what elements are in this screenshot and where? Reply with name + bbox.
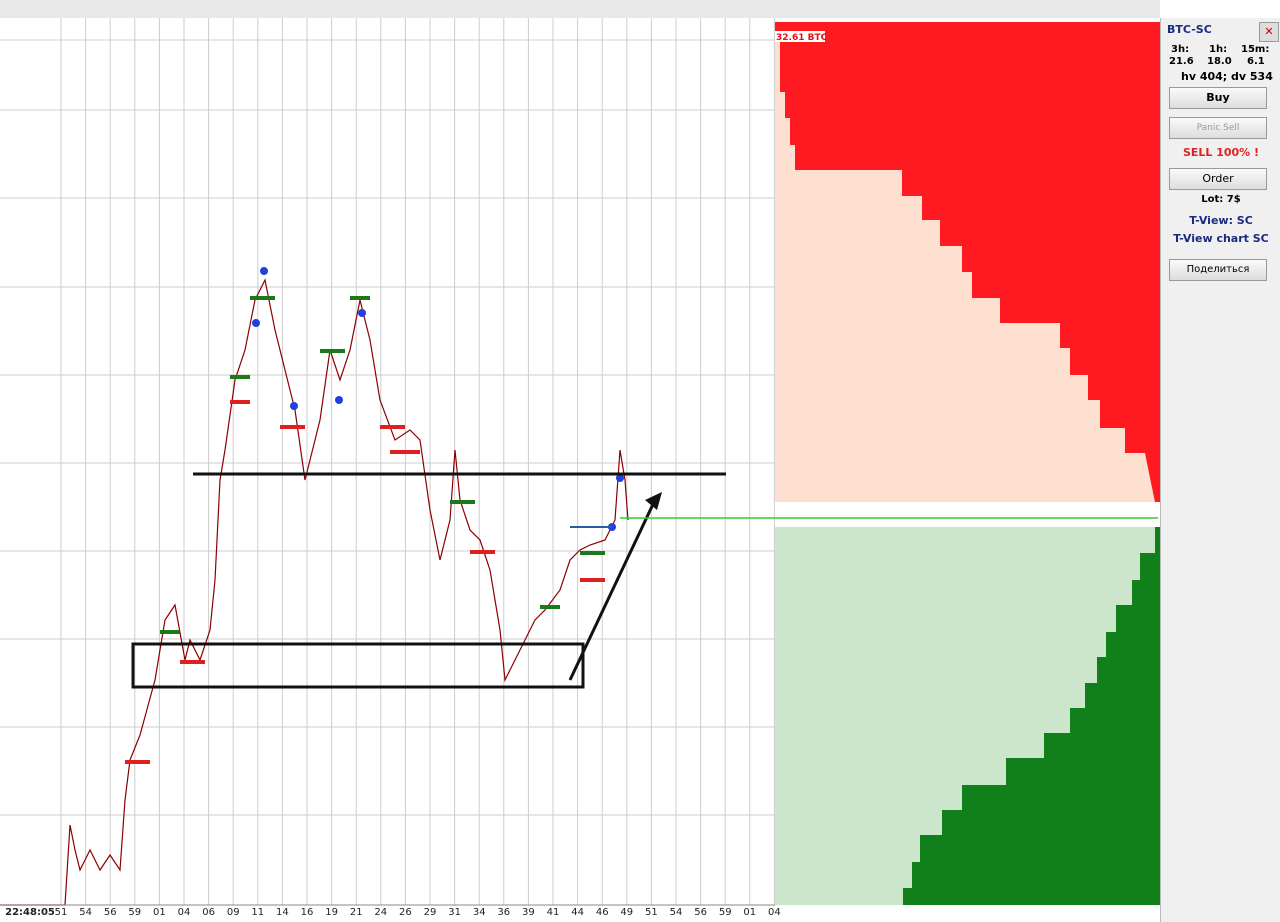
x-tick-label: 01	[153, 907, 166, 918]
arrow-head	[645, 492, 662, 510]
buy-button[interactable]: Buy	[1169, 87, 1267, 109]
x-tick-label: 49	[620, 907, 633, 918]
x-tick-label: 21	[350, 907, 363, 918]
x-tick-label: 26	[399, 907, 412, 918]
panic-sell-button[interactable]: Panic Sell	[1169, 117, 1267, 139]
drawn-arrow	[568, 499, 657, 681]
grid	[60, 18, 775, 905]
close-button[interactable]: ✕	[1259, 22, 1279, 42]
period: 3h:	[1171, 44, 1190, 55]
x-tick-label: 46	[596, 907, 609, 918]
price-line	[0, 278, 629, 906]
drawn-box	[131, 642, 585, 689]
x-tick-label: 16	[301, 907, 314, 918]
x-tick-label: 29	[424, 907, 437, 918]
period: 15m:	[1241, 44, 1270, 55]
x-tick-label: 56	[104, 907, 117, 918]
trade-marks	[160, 296, 605, 634]
x-tick-label: 56	[694, 907, 707, 918]
share-button[interactable]: Поделиться	[1169, 259, 1267, 281]
x-tick-label: 04	[178, 907, 191, 918]
symbol: BTC-SC	[1167, 23, 1212, 36]
trade-marks	[252, 267, 624, 531]
change: 21.6	[1169, 56, 1194, 67]
x-tick-label: 22:48:05	[5, 907, 55, 918]
period: 1h:	[1209, 44, 1228, 55]
trade-marks	[125, 400, 605, 764]
x-tick-label: 59	[719, 907, 732, 918]
x-tick-label: 24	[374, 907, 387, 918]
x-tick-label: 11	[251, 907, 264, 918]
tview-link[interactable]: T-View: SC	[1189, 214, 1253, 227]
x-tick-label: 14	[276, 907, 289, 918]
book-volume: 32.61 BTC	[776, 33, 828, 43]
ask-depth	[775, 22, 1160, 502]
x-tick-label: 19	[325, 907, 338, 918]
x-tick-label: 39	[522, 907, 535, 918]
sell-alert: SELL 100% !	[1182, 146, 1260, 159]
volume-info: hv 404; dv 534	[1181, 70, 1273, 83]
x-tick-label: 04	[768, 907, 781, 918]
change: 18.0	[1207, 56, 1232, 67]
x-tick-label: 09	[227, 907, 240, 918]
x-tick-label: 44	[571, 907, 584, 918]
x-tick-label: 54	[670, 907, 683, 918]
x-tick-label: 59	[128, 907, 141, 918]
x-tick-label: 54	[79, 907, 92, 918]
x-tick-label: 51	[55, 907, 68, 918]
chart-area: 22:48:05 51 54 56 59 01 04 06 09 11 14 16 19 21 24 26 29…	[0, 0, 1160, 918]
x-tick-label: 36	[497, 907, 510, 918]
x-tick-label: 51	[645, 907, 658, 918]
x-tick-label: 34	[473, 907, 486, 918]
bid-depth	[903, 527, 1160, 905]
book-label-bg	[775, 31, 825, 42]
change: 6.1	[1247, 56, 1265, 67]
order-button[interactable]: Order	[1169, 168, 1267, 190]
x-tick-label: 31	[448, 907, 461, 918]
x-tick-label: 06	[202, 907, 215, 918]
grid	[0, 39, 775, 816]
tview-chart-link[interactable]: T-View chart SC	[1173, 232, 1269, 245]
x-tick-label: 41	[547, 907, 560, 918]
top-bar	[0, 0, 1160, 18]
side-panel: BTC-SC ✕ 3h: 1h: 15m: 21.6 18.0 6.1 hv 4…	[1160, 18, 1280, 922]
x-tick-label: 01	[743, 907, 756, 918]
lot: Lot: 7$	[1201, 194, 1241, 205]
